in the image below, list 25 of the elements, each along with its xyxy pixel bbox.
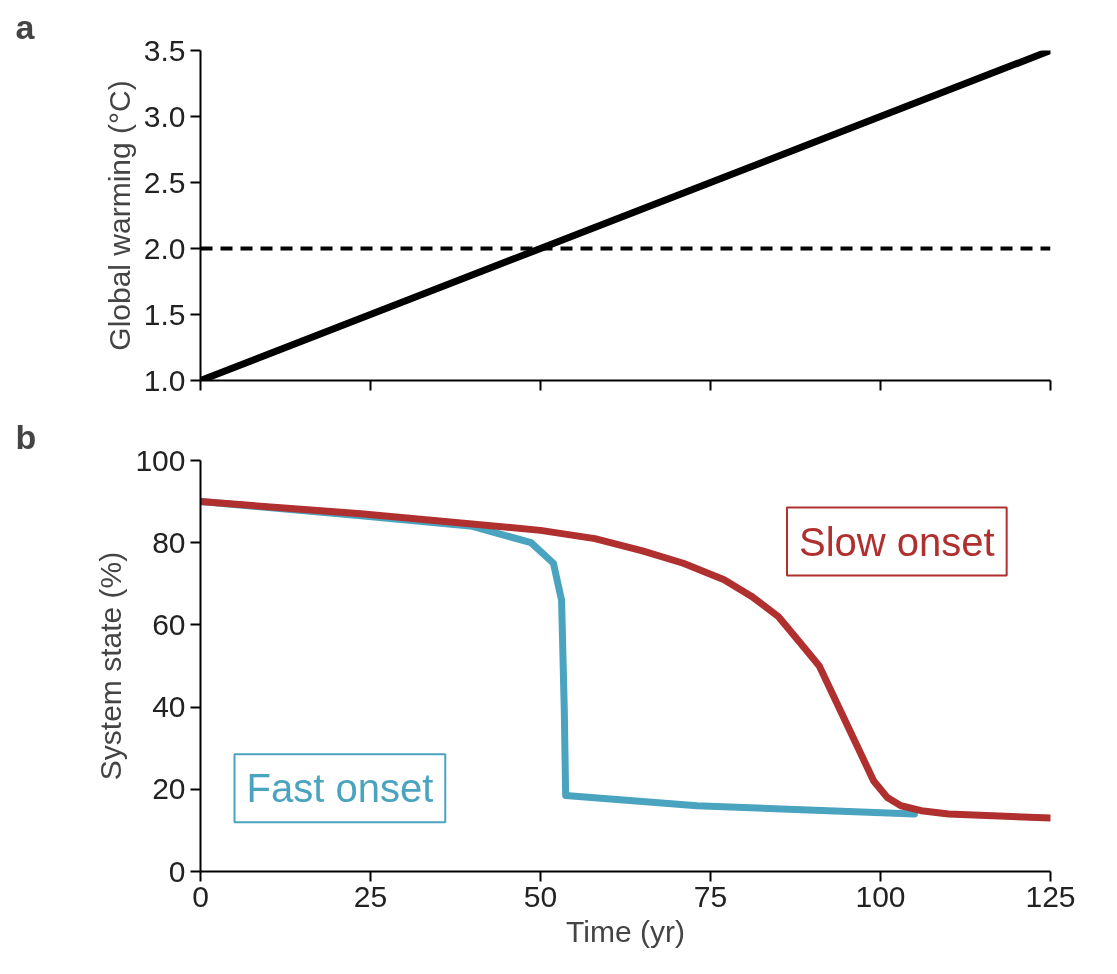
y-tick-label: 20: [152, 772, 186, 806]
text: Fast onset: [246, 766, 434, 811]
x-tick-label: 100: [855, 879, 906, 913]
y-tick-label: 3.5: [143, 33, 186, 67]
y-tick-label: 1.5: [143, 297, 186, 331]
x-tick-label: 50: [523, 879, 558, 913]
x-tick-label: 125: [1025, 879, 1076, 913]
chart-title: b: [15, 417, 37, 456]
chart-title: a: [15, 7, 36, 46]
y-tick-label: 80: [152, 525, 186, 559]
series-label: Slow onset: [799, 519, 995, 564]
y-tick-label: 2.0: [143, 231, 186, 265]
y-tick-label: 2.5: [143, 165, 186, 199]
y-tick-label: 3.0: [143, 99, 186, 133]
x-tick-label: 25: [353, 879, 388, 913]
y-tick-label: 1.0: [143, 363, 186, 397]
x-tick-label: 75: [693, 879, 728, 913]
y-tick-label: 40: [152, 690, 186, 724]
y-axis-title: System state (%): [94, 551, 128, 781]
y-tick-label: 60: [152, 607, 186, 641]
y-tick-label: 100: [135, 443, 186, 477]
x-tick-label: 0: [192, 879, 209, 913]
x-axis-title: Time (yr): [566, 914, 685, 948]
y-tick-label: 0: [168, 854, 186, 888]
y-axis-title: Global warming (°C): [102, 80, 136, 351]
